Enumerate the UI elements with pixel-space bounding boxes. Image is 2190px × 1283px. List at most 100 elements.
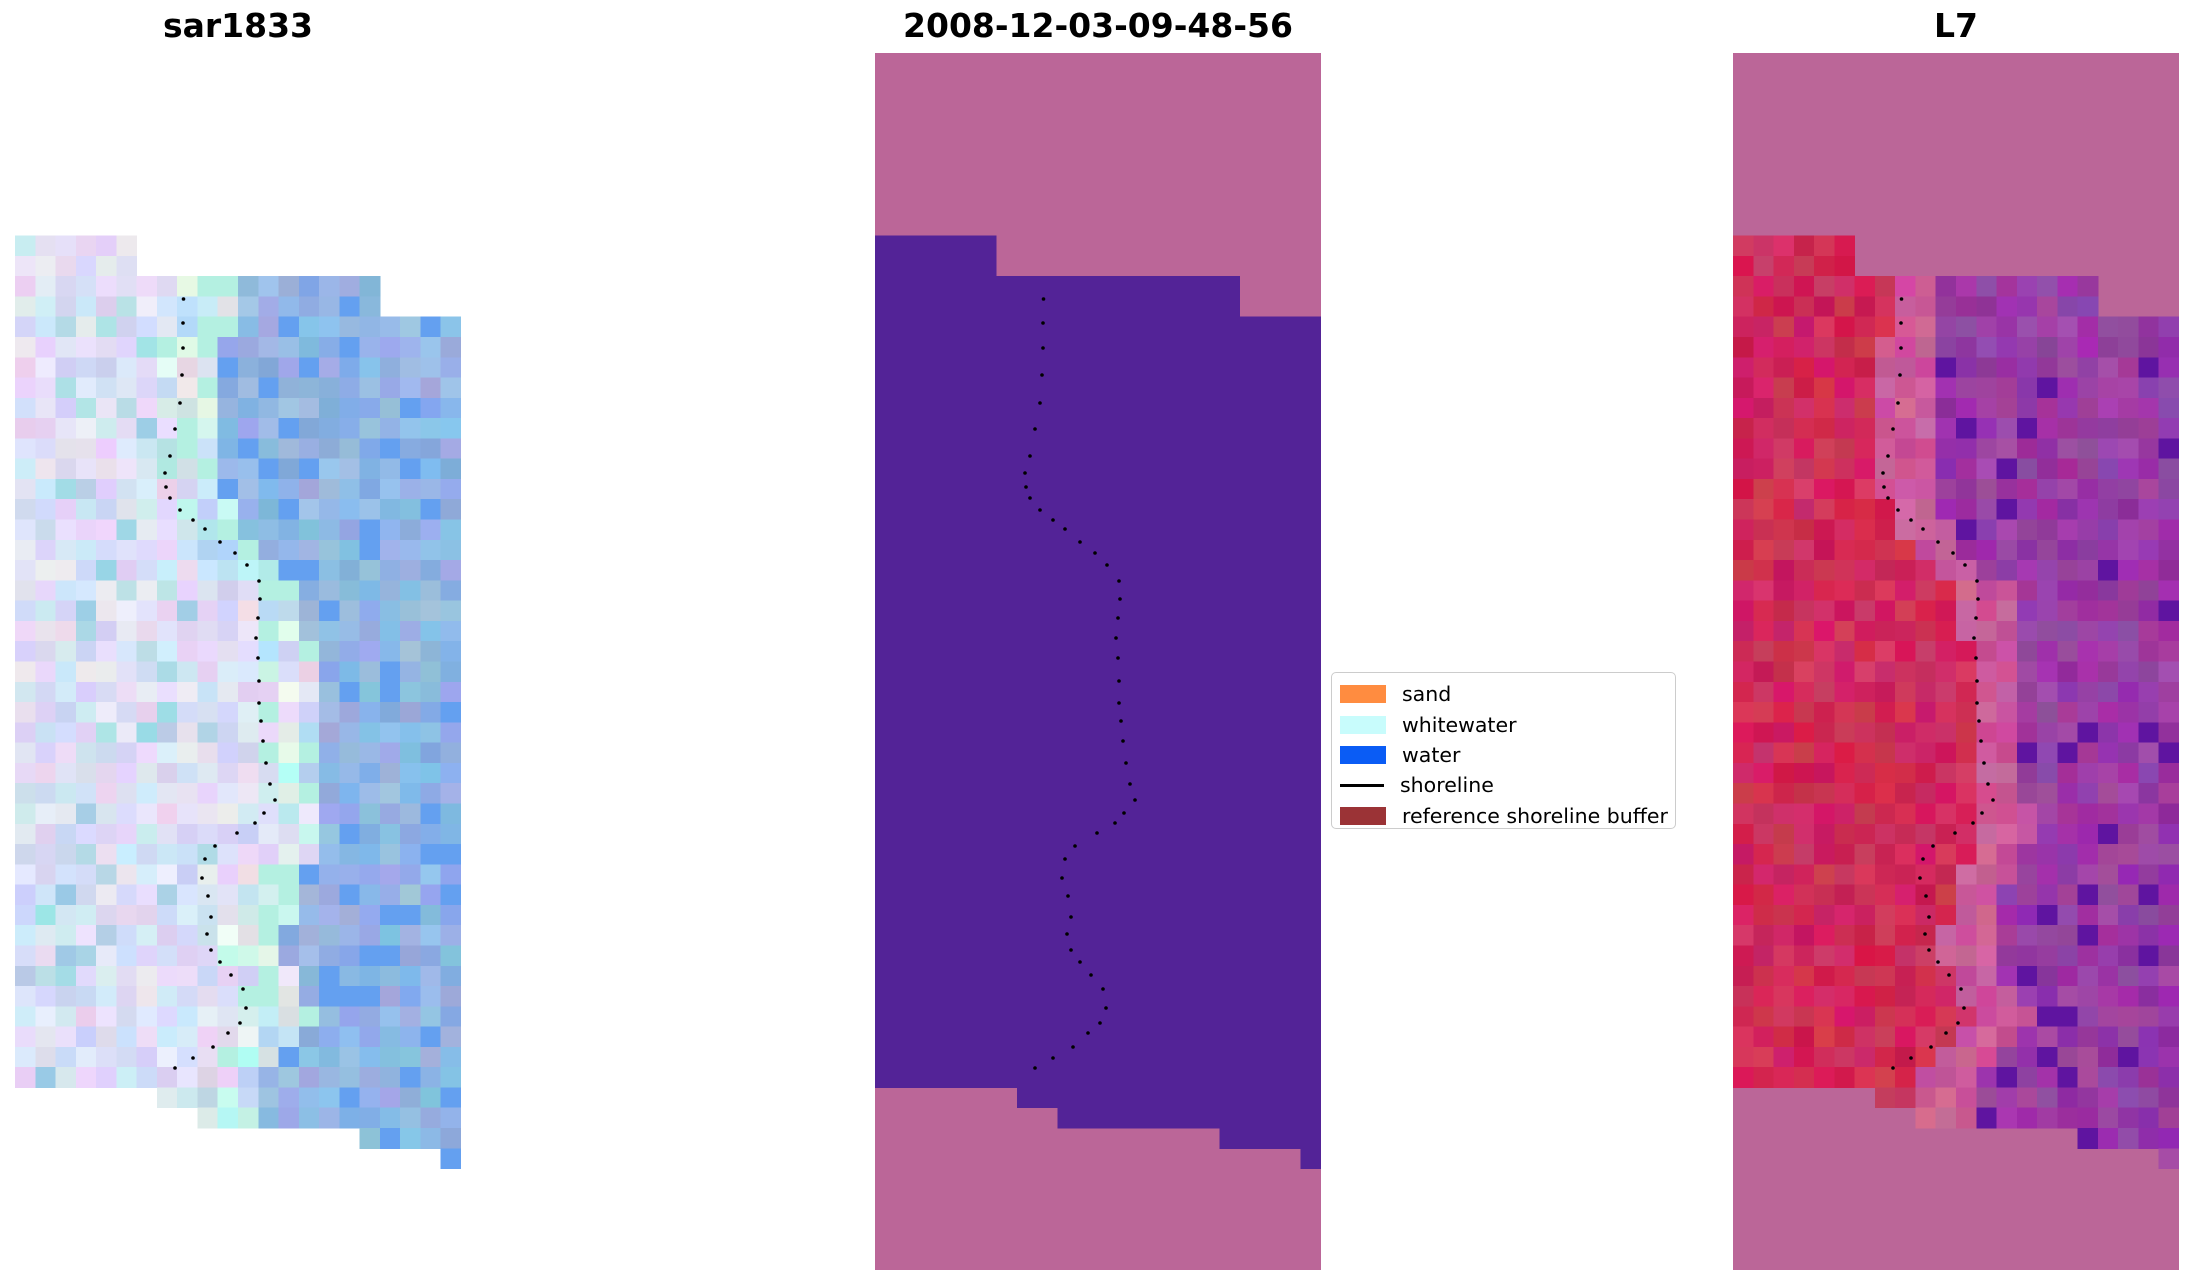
shoreline-point — [1977, 719, 1981, 723]
index-pixel — [2057, 1087, 2079, 1109]
rgb-pixel — [55, 864, 77, 886]
index-pixel — [1793, 519, 1815, 541]
rgb-pixel — [136, 580, 158, 602]
index-pixel — [1915, 478, 1937, 500]
rgb-pixel — [15, 783, 36, 804]
rgb-pixel — [278, 316, 300, 338]
rgb-pixel — [278, 397, 300, 419]
index-pixel — [1874, 397, 1896, 419]
rgb-pixel — [177, 986, 198, 1007]
index-pixel — [1976, 925, 1998, 946]
rgb-pixel — [136, 803, 158, 825]
shoreline-point — [1899, 297, 1904, 301]
index-pixel — [2097, 661, 2119, 683]
index-pixel — [1814, 681, 1835, 703]
shoreline-point — [1117, 579, 1121, 583]
index-pixel — [2037, 499, 2058, 521]
rgb-pixel — [156, 884, 178, 906]
rgb-pixel — [400, 1128, 421, 1149]
shoreline-point — [1924, 894, 1928, 898]
legend-swatch-reference-buffer — [1340, 806, 1386, 825]
rgb-pixel — [197, 1006, 219, 1028]
rgb-pixel — [258, 397, 280, 419]
index-pixel — [1895, 1046, 1916, 1068]
index-pixel — [1753, 438, 1775, 460]
rgb-pixel — [177, 1087, 198, 1109]
rgb-pixel — [339, 803, 361, 825]
index-pixel — [2097, 620, 2119, 642]
index-pixel — [1935, 1087, 1957, 1109]
rgb-pixel — [75, 722, 97, 744]
rgb-pixel — [116, 336, 138, 358]
rgb-pixel — [278, 377, 300, 399]
rgb-pixel — [339, 499, 361, 521]
index-pixel — [1895, 844, 1916, 865]
index-pixel — [1854, 1006, 1876, 1028]
rgb-pixel — [420, 1046, 442, 1068]
index-pixel — [1935, 1046, 1957, 1068]
rgb-pixel — [35, 580, 57, 602]
rgb-pixel — [420, 499, 442, 521]
index-pixel — [1793, 357, 1815, 379]
index-pixel — [2138, 600, 2160, 622]
index-pixel — [1733, 600, 1754, 622]
index-pixel — [1854, 722, 1876, 744]
rgb-pixel — [339, 904, 361, 926]
rgb-pixel — [420, 864, 442, 886]
index-pixel — [1793, 844, 1815, 865]
index-pixel — [1895, 580, 1916, 602]
index-pixel — [2158, 884, 2179, 906]
index-pixel — [2016, 681, 2038, 703]
rgb-pixel — [177, 661, 198, 683]
rgb-pixel — [359, 336, 381, 358]
index-pixel — [2118, 336, 2139, 358]
rgb-pixel — [400, 1087, 421, 1109]
index-pixel — [2118, 620, 2139, 642]
index-pixel — [2138, 377, 2160, 399]
index-pixel — [2158, 864, 2179, 886]
rgb-pixel — [177, 722, 198, 744]
rgb-pixel — [238, 336, 259, 358]
rgb-pixel — [177, 357, 198, 379]
rgb-pixel — [278, 478, 300, 500]
rgb-pixel — [379, 1006, 401, 1028]
index-pixel — [2138, 1067, 2160, 1088]
rgb-pixel — [55, 945, 77, 967]
index-pixel — [1773, 681, 1795, 703]
rgb-pixel — [96, 316, 117, 338]
rgb-pixel — [75, 519, 97, 541]
index-pixel — [2077, 377, 2099, 399]
rgb-pixel — [177, 1067, 198, 1088]
index-pixel — [1935, 661, 1957, 683]
rgb-pixel — [197, 499, 219, 521]
rgb-pixel — [156, 336, 178, 358]
index-pixel — [2037, 986, 2058, 1007]
rgb-pixel — [298, 681, 320, 703]
rgb-pixel — [339, 965, 361, 987]
rgb-pixel — [319, 438, 340, 460]
rgb-pixel — [238, 1107, 259, 1129]
index-pixel — [1773, 377, 1795, 399]
index-pixel — [1895, 681, 1916, 703]
index-pixel — [1915, 823, 1937, 845]
rgb-pixel — [15, 1067, 36, 1088]
rgb-pixel — [420, 1128, 442, 1149]
rgb-pixel — [217, 336, 239, 358]
index-pixel — [1915, 722, 1937, 744]
shoreline-point — [206, 894, 210, 898]
index-pixel — [2097, 965, 2119, 987]
shoreline-point — [1921, 857, 1925, 861]
rgb-pixel — [96, 986, 117, 1007]
index-pixel — [2057, 783, 2079, 804]
index-pixel — [1996, 641, 2018, 662]
classification-image-panel — [875, 53, 1321, 1270]
index-pixel — [2057, 296, 2079, 318]
legend-label-sand: sand — [1402, 682, 1452, 707]
index-pixel — [1854, 560, 1876, 581]
index-pixel — [1814, 458, 1835, 480]
rgb-pixel — [420, 580, 442, 602]
rgb-pixel — [400, 1107, 421, 1129]
index-pixel — [1874, 438, 1896, 460]
index-pixel — [1773, 884, 1795, 906]
index-pixel — [2016, 904, 2038, 926]
